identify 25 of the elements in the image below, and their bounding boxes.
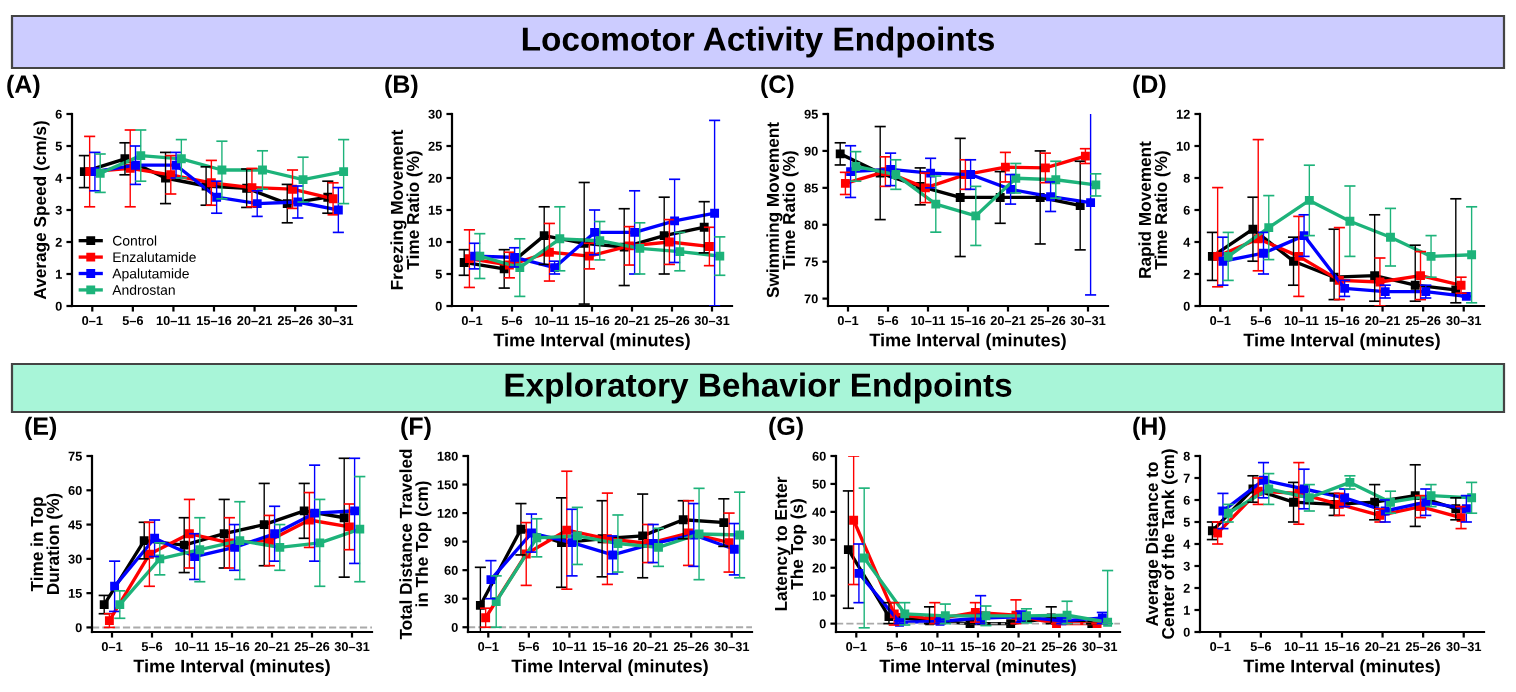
chart-title: (G) <box>769 416 803 440</box>
y-axis-title: Average Distance to Center of the Tank (cm) <box>1145 449 1178 639</box>
text: Exploratory Behavior Endpoints <box>505 372 1012 404</box>
y-axis-title: Total Distance Traveled in The Top (cm) <box>399 449 432 640</box>
y-axis-title: Latency to Enter The Top (s) <box>775 476 807 611</box>
y-axis-title: Swimming Movement Time Ratio (%) <box>766 122 799 298</box>
x-axis-title: Time Interval (minutes) <box>1243 659 1440 677</box>
chart-title: (E) <box>25 416 57 440</box>
x-axis-title: Time Interval (minutes) <box>1243 333 1440 351</box>
chart-title: (F) <box>401 416 431 440</box>
x-axis-title: Time Interval (minutes) <box>133 659 330 677</box>
x-axis-title: Time Interval (minutes) <box>869 333 1066 351</box>
chart-title: (C) <box>761 74 794 98</box>
x-axis-title: Time Interval (minutes) <box>511 659 708 677</box>
chart-title: (A) <box>7 74 40 98</box>
y-axis-title: Freezing Movement Time Ratio (%) <box>390 129 423 290</box>
chart-title: (D) <box>1133 74 1166 98</box>
text: Locomotor Activity Endpoints <box>522 26 994 58</box>
y-axis-title: Rapid Movement Time Ratio (%) <box>1138 141 1171 278</box>
x-axis-title: Time Interval (minutes) <box>879 659 1076 677</box>
y-axis-title: Time in Top Duration (%) <box>30 493 63 595</box>
y-axis-title: Average Speed (cm/s) <box>33 121 50 300</box>
chart-title: (B) <box>385 74 418 98</box>
x-axis-title: Time Interval (minutes) <box>493 333 690 351</box>
chart-title: (H) <box>1133 416 1166 440</box>
